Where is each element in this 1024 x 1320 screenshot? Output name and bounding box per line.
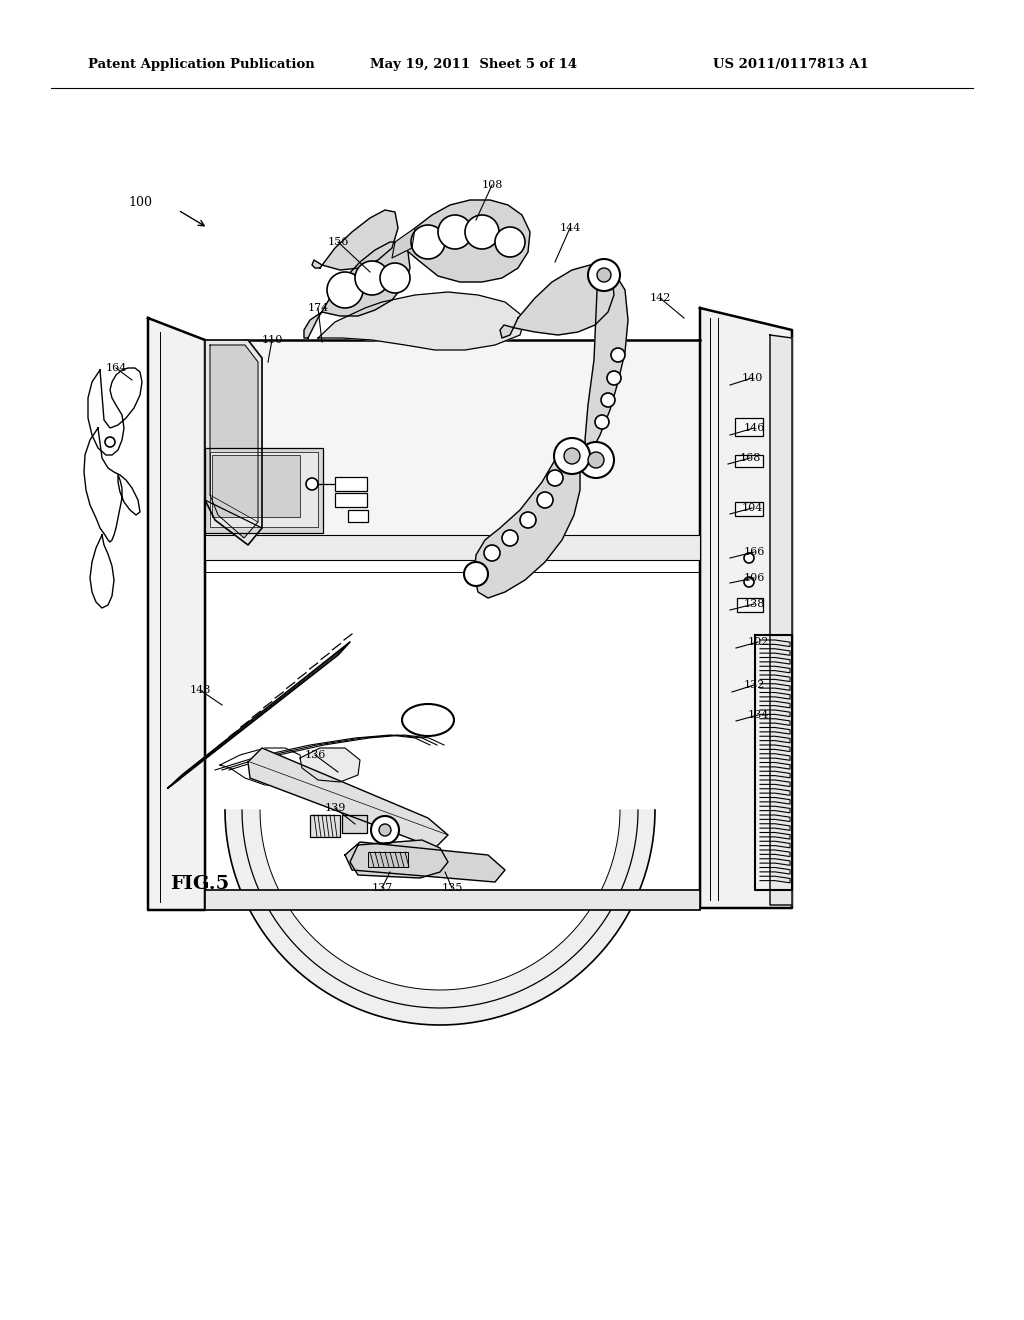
Polygon shape <box>88 368 142 455</box>
Text: 110: 110 <box>261 335 283 345</box>
Text: 144: 144 <box>559 223 581 234</box>
Polygon shape <box>318 292 525 350</box>
Text: 137: 137 <box>372 883 392 894</box>
Bar <box>735 455 763 467</box>
Ellipse shape <box>402 704 454 737</box>
Bar <box>310 814 340 837</box>
Polygon shape <box>770 335 792 906</box>
Text: 174: 174 <box>307 304 329 313</box>
Circle shape <box>588 259 620 290</box>
Bar <box>368 851 408 867</box>
Text: May 19, 2011  Sheet 5 of 14: May 19, 2011 Sheet 5 of 14 <box>370 58 578 71</box>
Bar <box>205 341 700 560</box>
Circle shape <box>520 512 536 528</box>
Polygon shape <box>700 308 792 908</box>
Polygon shape <box>350 840 449 878</box>
Text: 164: 164 <box>105 363 127 374</box>
Circle shape <box>595 414 609 429</box>
Bar <box>735 502 763 516</box>
Text: 142: 142 <box>649 293 671 304</box>
Circle shape <box>371 816 399 843</box>
Circle shape <box>327 272 362 308</box>
Circle shape <box>380 263 410 293</box>
Circle shape <box>554 438 590 474</box>
Polygon shape <box>84 428 140 543</box>
Circle shape <box>105 437 115 447</box>
Circle shape <box>564 447 580 465</box>
Circle shape <box>465 215 499 249</box>
Polygon shape <box>500 265 614 338</box>
Circle shape <box>484 545 500 561</box>
Circle shape <box>597 268 611 282</box>
Text: 104: 104 <box>741 503 763 513</box>
Polygon shape <box>90 535 114 609</box>
Bar <box>735 418 763 436</box>
Text: 138: 138 <box>743 599 765 609</box>
Circle shape <box>588 451 604 469</box>
Text: 100: 100 <box>128 195 152 209</box>
Polygon shape <box>345 842 505 882</box>
Circle shape <box>744 553 754 564</box>
Text: 156: 156 <box>328 238 349 247</box>
Text: FIG.5: FIG.5 <box>170 875 229 894</box>
Circle shape <box>306 478 318 490</box>
Circle shape <box>744 577 754 587</box>
Polygon shape <box>205 341 262 545</box>
Text: Patent Application Publication: Patent Application Publication <box>88 58 314 71</box>
Circle shape <box>547 470 563 486</box>
Bar <box>342 814 367 833</box>
Circle shape <box>611 348 625 362</box>
Text: US 2011/0117813 A1: US 2011/0117813 A1 <box>713 58 868 71</box>
Polygon shape <box>210 345 258 539</box>
Bar <box>210 451 318 527</box>
Bar <box>737 598 763 612</box>
Circle shape <box>601 393 615 407</box>
Text: 146: 146 <box>743 422 765 433</box>
Polygon shape <box>148 318 205 909</box>
Circle shape <box>355 261 389 294</box>
Polygon shape <box>312 210 398 271</box>
Text: 135: 135 <box>441 883 463 894</box>
Text: 106: 106 <box>743 573 765 583</box>
Text: 140: 140 <box>741 374 763 383</box>
Circle shape <box>438 215 472 249</box>
Polygon shape <box>585 268 628 455</box>
Polygon shape <box>398 201 530 282</box>
Circle shape <box>578 442 614 478</box>
Text: 136: 136 <box>304 750 326 760</box>
Polygon shape <box>248 748 449 847</box>
Circle shape <box>607 371 621 385</box>
Circle shape <box>502 531 518 546</box>
Bar <box>205 535 700 560</box>
Polygon shape <box>392 228 415 257</box>
Text: 108: 108 <box>481 180 503 190</box>
Bar <box>335 477 367 491</box>
Bar <box>348 510 368 521</box>
Circle shape <box>537 492 553 508</box>
Text: 148: 148 <box>189 685 211 696</box>
Circle shape <box>411 224 445 259</box>
Polygon shape <box>168 642 350 788</box>
Polygon shape <box>300 748 360 781</box>
Circle shape <box>495 227 525 257</box>
Polygon shape <box>225 810 655 1024</box>
Bar <box>335 492 367 507</box>
Circle shape <box>464 562 488 586</box>
Bar <box>212 455 300 517</box>
Text: 102: 102 <box>748 638 769 647</box>
Text: 132: 132 <box>743 680 765 690</box>
Bar <box>205 890 700 909</box>
Text: 166: 166 <box>743 546 765 557</box>
Circle shape <box>379 824 391 836</box>
Text: 139: 139 <box>325 803 346 813</box>
Text: 168: 168 <box>739 453 761 463</box>
Polygon shape <box>474 455 580 598</box>
Text: 134: 134 <box>748 710 769 719</box>
Polygon shape <box>304 242 410 338</box>
Bar <box>205 447 323 533</box>
